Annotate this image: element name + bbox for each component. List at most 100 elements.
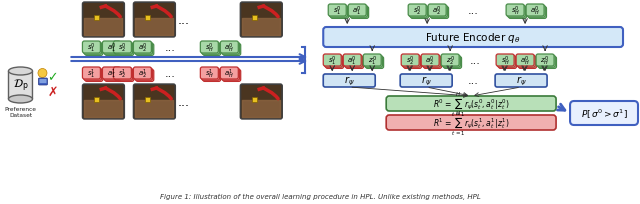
FancyBboxPatch shape [538,56,556,68]
FancyBboxPatch shape [324,56,342,68]
FancyBboxPatch shape [410,6,428,18]
FancyBboxPatch shape [241,4,282,37]
FancyBboxPatch shape [133,68,152,80]
FancyBboxPatch shape [431,7,449,19]
Text: ✗: ✗ [47,85,58,98]
FancyBboxPatch shape [365,57,383,69]
FancyBboxPatch shape [526,5,544,17]
FancyBboxPatch shape [517,56,535,68]
Text: $z_1^0$: $z_1^0$ [368,54,376,67]
FancyBboxPatch shape [115,69,132,81]
FancyBboxPatch shape [331,7,349,19]
FancyBboxPatch shape [134,4,174,37]
FancyBboxPatch shape [85,70,103,82]
Bar [252,16,257,20]
Text: $s_1^0$: $s_1^0$ [328,54,337,67]
FancyBboxPatch shape [408,5,426,17]
Text: $s_1^0$: $s_1^0$ [87,41,96,54]
Bar [94,98,99,102]
Bar [252,98,257,102]
Text: Figure 1: Illustration of the overall learning procedure in HPL. Unlike existing: Figure 1: Illustration of the overall le… [160,193,481,199]
Text: ...: ... [165,43,176,53]
FancyBboxPatch shape [508,6,525,18]
FancyBboxPatch shape [102,42,120,54]
FancyBboxPatch shape [346,57,364,69]
FancyBboxPatch shape [422,56,440,68]
FancyBboxPatch shape [323,55,341,67]
FancyBboxPatch shape [348,5,366,17]
FancyBboxPatch shape [570,102,638,125]
FancyBboxPatch shape [38,79,47,86]
Ellipse shape [8,68,33,76]
Text: $s_1^1$: $s_1^1$ [87,67,96,80]
FancyBboxPatch shape [351,7,369,19]
FancyBboxPatch shape [364,55,381,67]
FancyBboxPatch shape [424,57,442,69]
FancyBboxPatch shape [386,96,556,111]
Text: ...: ... [165,69,176,79]
FancyBboxPatch shape [441,55,459,67]
FancyBboxPatch shape [83,42,100,54]
FancyBboxPatch shape [202,69,220,81]
FancyBboxPatch shape [240,85,282,119]
FancyBboxPatch shape [220,68,238,80]
FancyBboxPatch shape [40,80,47,84]
FancyBboxPatch shape [444,57,461,69]
Bar [94,16,99,20]
Bar [145,98,150,102]
Text: $z_2^0$: $z_2^0$ [445,54,454,67]
FancyBboxPatch shape [326,57,344,69]
Text: $s_2^0$: $s_2^0$ [118,41,127,54]
FancyBboxPatch shape [203,70,221,82]
FancyBboxPatch shape [113,68,131,80]
FancyBboxPatch shape [518,57,536,69]
Text: $r_\psi$: $r_\psi$ [344,74,355,88]
Text: $a_2^0$: $a_2^0$ [138,41,147,54]
FancyBboxPatch shape [428,5,446,17]
Text: $s_H^0$: $s_H^0$ [511,4,520,18]
Text: $a_H^1$: $a_H^1$ [225,67,234,80]
FancyBboxPatch shape [134,86,174,118]
Text: $a_H^0$: $a_H^0$ [225,41,234,54]
FancyBboxPatch shape [241,86,282,118]
FancyBboxPatch shape [400,75,452,88]
FancyBboxPatch shape [83,86,124,118]
Text: $s_2^0$: $s_2^0$ [413,4,422,18]
Text: $r_\psi$: $r_\psi$ [421,74,431,88]
Text: $a_2^1$: $a_2^1$ [138,67,147,80]
Text: ...: ... [177,95,189,109]
FancyBboxPatch shape [134,43,152,55]
FancyBboxPatch shape [83,4,124,37]
FancyBboxPatch shape [85,44,103,56]
FancyBboxPatch shape [497,56,515,68]
FancyBboxPatch shape [364,56,383,68]
Text: $s_H^0$: $s_H^0$ [205,41,214,54]
FancyBboxPatch shape [136,70,154,82]
FancyBboxPatch shape [509,7,527,19]
FancyBboxPatch shape [84,43,102,55]
FancyBboxPatch shape [240,3,282,38]
FancyBboxPatch shape [83,68,100,80]
FancyBboxPatch shape [223,70,241,82]
Text: $a_1^0$: $a_1^0$ [107,41,116,54]
Text: $s_H^1$: $s_H^1$ [205,67,214,80]
FancyBboxPatch shape [404,57,422,69]
FancyBboxPatch shape [84,69,102,81]
FancyBboxPatch shape [411,7,429,19]
FancyBboxPatch shape [442,56,460,68]
Text: $P[\,\sigma^0 > \sigma^1]$: $P[\,\sigma^0 > \sigma^1]$ [580,107,627,120]
FancyBboxPatch shape [323,75,375,88]
Text: $a_H^0$: $a_H^0$ [520,54,530,67]
FancyBboxPatch shape [527,6,545,18]
FancyBboxPatch shape [105,70,123,82]
Text: $a_1^0$: $a_1^0$ [353,4,362,18]
Circle shape [38,69,47,78]
Text: $r_\psi$: $r_\psi$ [516,74,526,88]
Text: $a_1^0$: $a_1^0$ [348,54,357,67]
FancyBboxPatch shape [349,6,367,18]
FancyBboxPatch shape [496,55,514,67]
Text: $a_H^0$: $a_H^0$ [530,4,540,18]
Bar [145,16,150,20]
FancyBboxPatch shape [102,68,120,80]
FancyBboxPatch shape [323,28,623,48]
